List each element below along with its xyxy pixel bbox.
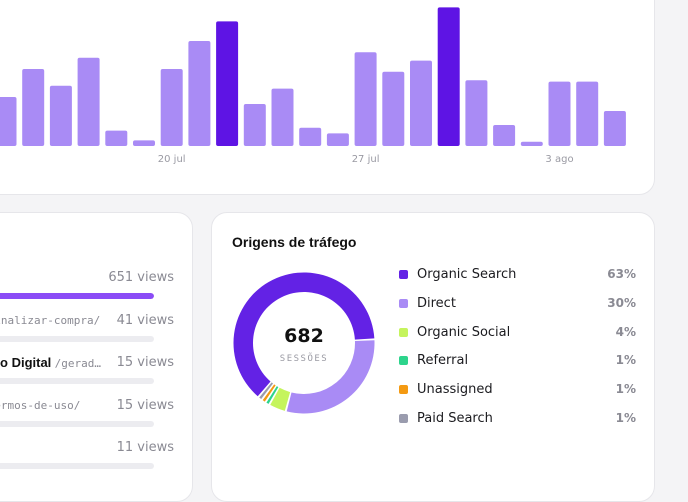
x-tick-label: 3 ago — [545, 154, 573, 165]
legend-percentage: 63% — [607, 267, 636, 281]
page-views-count: 11 views — [116, 440, 174, 455]
legend-item[interactable]: Unassigned 1% — [399, 382, 636, 400]
session-bar[interactable] — [22, 69, 45, 146]
donut-slice[interactable] — [270, 387, 291, 411]
legend-swatch-icon — [399, 270, 408, 279]
session-bar[interactable] — [410, 60, 432, 146]
session-bar[interactable] — [188, 41, 211, 146]
legend-percentage: 30% — [607, 295, 636, 310]
traffic-sources-title: Origens de tráfego — [232, 234, 357, 250]
session-bar[interactable] — [520, 141, 543, 146]
session-bar[interactable] — [133, 140, 155, 146]
session-bar[interactable] — [465, 80, 488, 146]
legend-label: Referral — [417, 353, 469, 369]
top-page-row[interactable]: /finalizar-compra/41 views — [0, 313, 174, 353]
session-bar[interactable] — [354, 52, 377, 146]
page-path: /gerad… — [54, 357, 101, 370]
session-bar[interactable] — [77, 57, 100, 146]
session-bar[interactable] — [160, 69, 183, 146]
page-views-count: 41 views — [116, 312, 174, 328]
page-views-count: 15 views — [116, 397, 174, 413]
session-bar[interactable] — [49, 85, 72, 146]
session-bar[interactable] — [548, 81, 571, 146]
session-bar[interactable] — [437, 7, 460, 147]
sessions-bar-chart: 20 jul 27 jul 3 ago — [0, 7, 626, 165]
donut-slice[interactable] — [286, 340, 375, 414]
legend-percentage: 1% — [615, 411, 636, 425]
legend-swatch-icon — [399, 327, 408, 337]
legend-swatch-icon — [399, 414, 408, 423]
traffic-donut-chart — [233, 272, 375, 414]
session-bar[interactable] — [603, 111, 626, 146]
session-bar[interactable] — [493, 125, 516, 146]
legend-swatch-icon — [399, 385, 408, 395]
top-page-row[interactable]: 651 views — [0, 270, 174, 310]
page-path: /finalizar-compra/ — [0, 313, 101, 327]
top-pages-card: 651 views/finalizar-compra/41 viewsCatál… — [0, 212, 193, 502]
donut-slice[interactable] — [259, 382, 274, 400]
page-views-bar-fill — [0, 293, 154, 299]
session-bar[interactable] — [382, 71, 405, 146]
page-name: Catálogo Digital /gerad… — [0, 355, 101, 373]
page-views-bar-track — [0, 463, 154, 469]
legend-label: Direct — [417, 295, 456, 311]
page-views-count: 15 views — [116, 355, 174, 370]
page-views-bar-track — [0, 335, 154, 342]
legend-percentage: 4% — [615, 324, 636, 339]
sessions-chart-card: 20 jul 27 jul 3 ago — [0, 0, 655, 195]
legend-label: Organic Search — [417, 267, 517, 282]
session-bar[interactable] — [0, 97, 17, 146]
page-name — [0, 440, 101, 458]
page-views-count: 651 views — [108, 270, 174, 285]
page-name: /termos-de-uso/ — [0, 398, 101, 416]
legend-item[interactable]: Paid Search 1% — [399, 411, 636, 429]
legend-swatch-icon — [399, 356, 408, 366]
page-title: Catálogo Digital — [0, 355, 52, 370]
page-views-bar-track — [0, 293, 154, 299]
page-name — [0, 270, 101, 288]
legend-label: Paid Search — [417, 411, 493, 426]
donut-slice[interactable] — [266, 386, 279, 404]
legend-label: Organic Social — [417, 324, 511, 340]
session-bar[interactable] — [216, 21, 239, 146]
x-tick-label: 20 jul — [158, 154, 186, 165]
session-bar[interactable] — [326, 133, 349, 146]
session-bar[interactable] — [105, 130, 128, 146]
donut-total-label: SESSÕES — [279, 354, 329, 364]
legend-item[interactable]: Direct 30% — [399, 296, 636, 314]
session-bar[interactable] — [243, 104, 266, 146]
donut-slice[interactable] — [262, 384, 276, 402]
page-views-bar-track — [0, 420, 154, 427]
legend-item[interactable]: Organic Search 63% — [399, 267, 636, 285]
top-page-row[interactable]: /termos-de-uso/15 views — [0, 398, 174, 438]
top-page-row[interactable]: 11 views — [0, 440, 174, 480]
legend-item[interactable]: Referral 1% — [399, 353, 636, 371]
legend-percentage: 1% — [615, 353, 636, 368]
session-bar[interactable] — [299, 127, 322, 146]
donut-slice[interactable] — [233, 272, 375, 397]
donut-total-sessions: 682 — [284, 325, 324, 347]
session-bar[interactable] — [271, 88, 294, 146]
session-bar[interactable] — [576, 81, 599, 146]
page-path: /termos-de-uso/ — [0, 398, 81, 412]
legend-swatch-icon — [399, 298, 408, 308]
legend-item[interactable]: Organic Social 4% — [399, 325, 636, 343]
traffic-sources-card: Origens de tráfego 682 SESSÕES Organic S… — [211, 212, 655, 502]
page-views-bar-track — [0, 378, 154, 384]
legend-percentage: 1% — [615, 382, 636, 397]
x-tick-label: 27 jul — [352, 154, 380, 165]
legend-label: Unassigned — [417, 382, 493, 398]
page-name: /finalizar-compra/ — [0, 313, 101, 331]
top-page-row[interactable]: Catálogo Digital /gerad… 15 views — [0, 355, 174, 395]
